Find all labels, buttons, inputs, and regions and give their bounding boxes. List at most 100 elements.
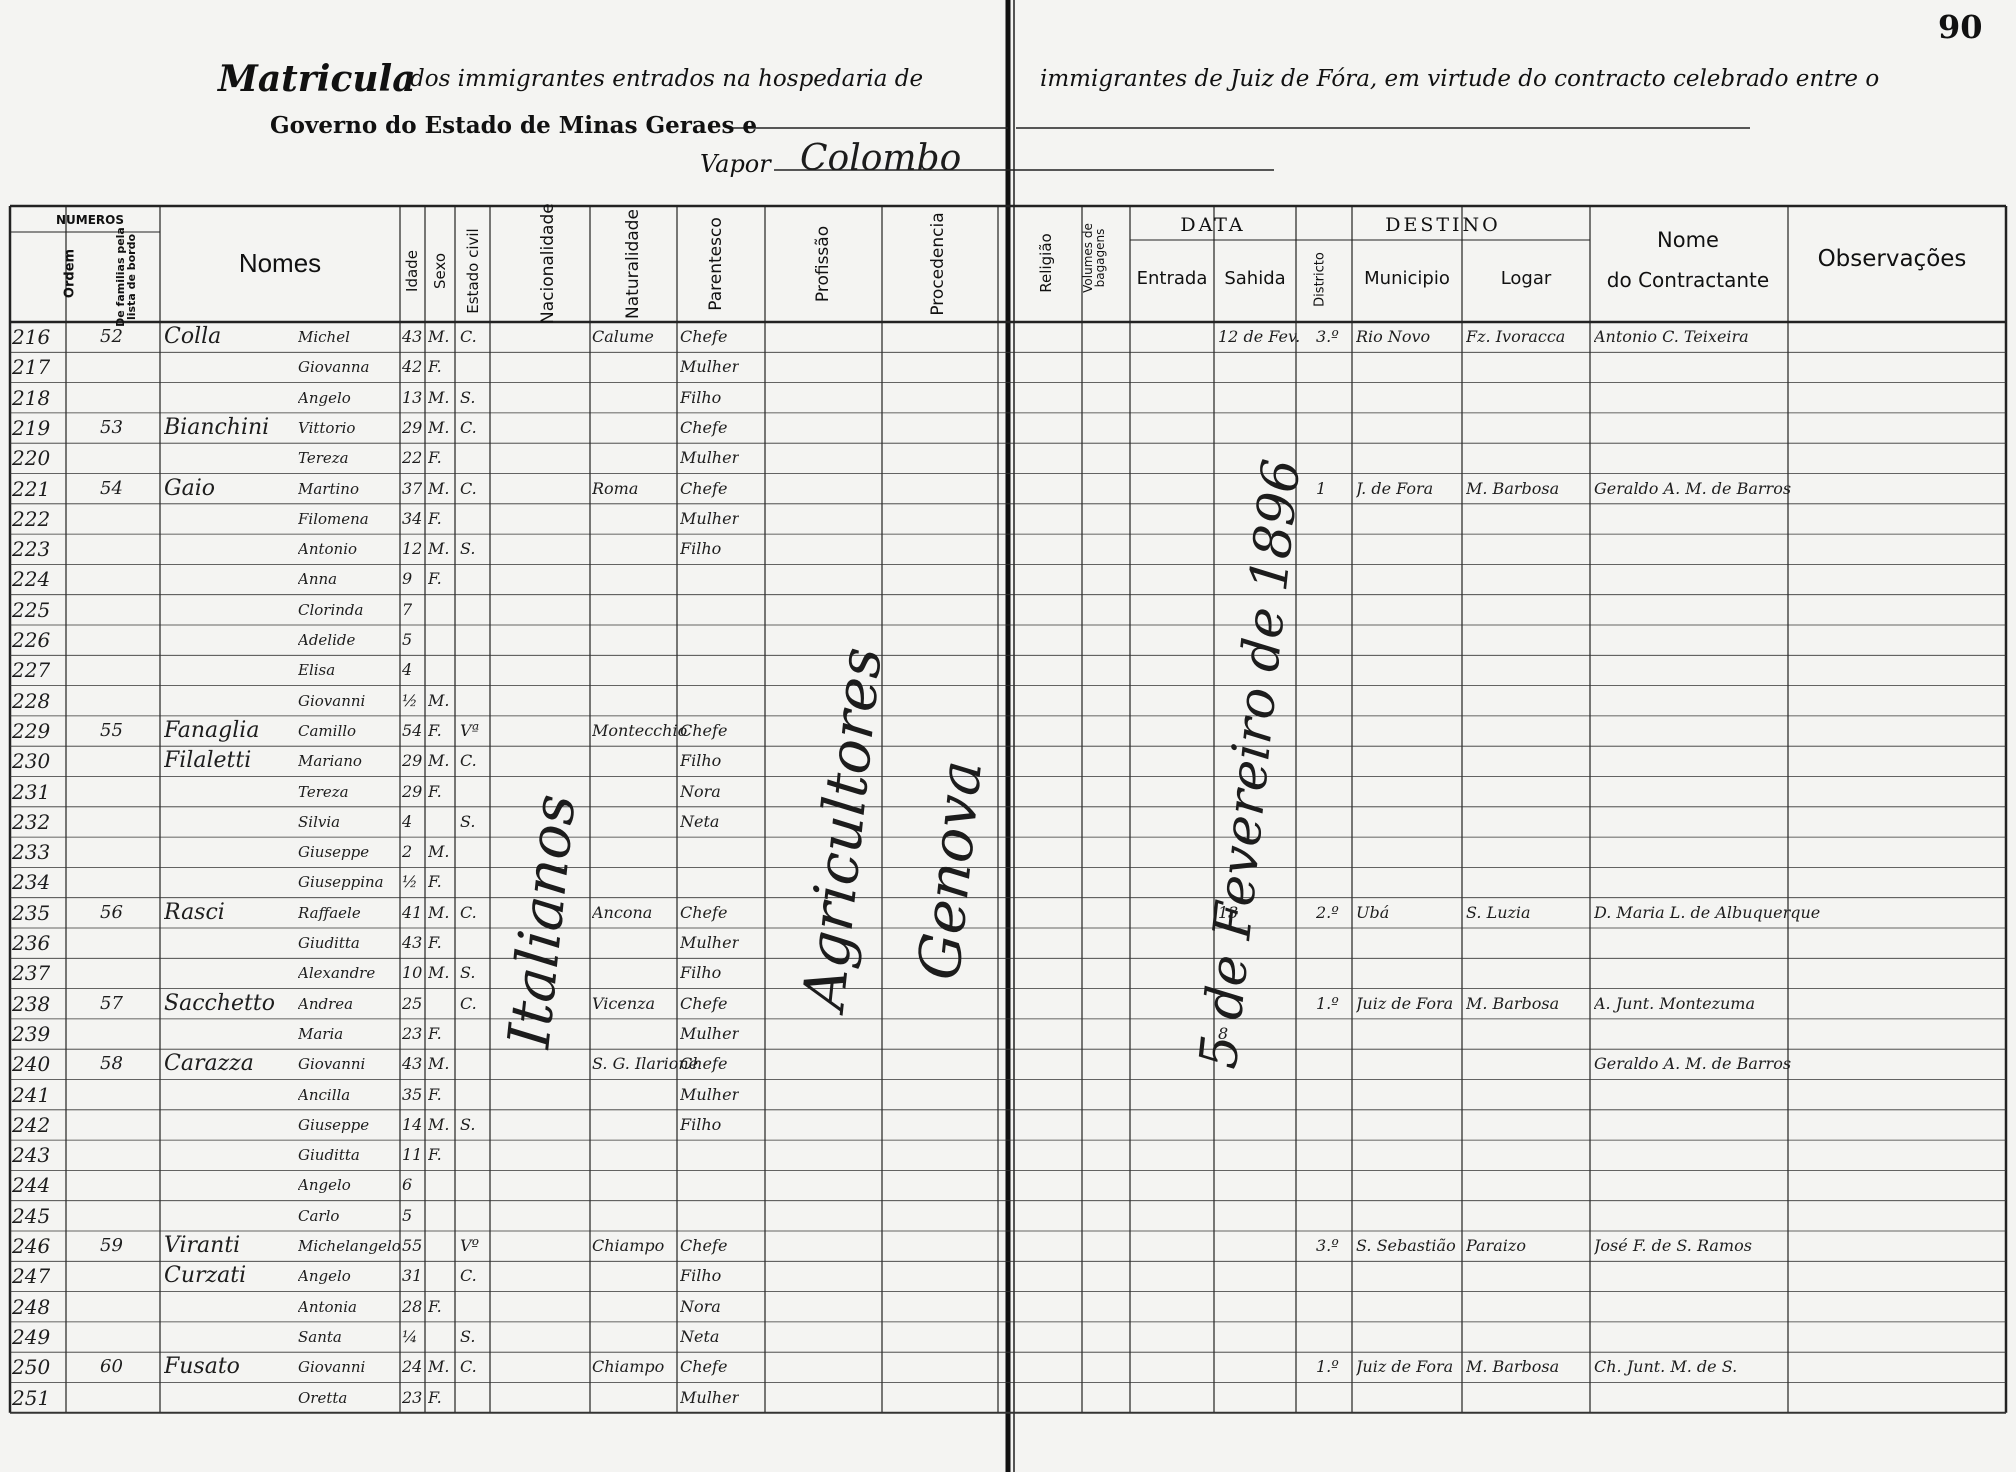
cell-familia: 58 (100, 1053, 123, 1075)
cell-districto: 1.º (1316, 1357, 1339, 1377)
cell-surname: Carazza (164, 1051, 254, 1077)
header-procedencia: Procedencia (928, 212, 948, 316)
cell-contractante: Geraldo A. M. de Barros (1594, 478, 1792, 498)
cell-parentesco: Neta (680, 811, 720, 831)
cell-contractante: Ch. Junt. M. de S. (1594, 1357, 1738, 1377)
cell-ordem: 240 (12, 1052, 51, 1077)
cell-sexo: F. (428, 1296, 442, 1316)
cell-ordem: 238 (12, 991, 51, 1016)
cell-surname: Sacchetto (164, 990, 275, 1016)
cell-logar: Fz. Ivoracca (1466, 327, 1566, 346)
cell-naturalidade: Chiampo (592, 1357, 665, 1377)
cell-given-name: Antonia (298, 1297, 357, 1316)
cell-surname: Fusato (164, 1354, 240, 1380)
cell-familia: 52 (100, 326, 123, 347)
cell-given-name: Anna (298, 570, 338, 589)
header-observacoes: Observações (1817, 246, 1967, 272)
cell-given-name: Angelo (298, 1267, 351, 1286)
cell-logar: S. Luzia (1466, 902, 1531, 922)
cell-ordem: 242 (12, 1112, 51, 1137)
header-numeros: NUMEROS (55, 213, 124, 227)
cell-surname: Fanaglia (164, 717, 260, 743)
cell-ordem: 245 (12, 1203, 51, 1228)
cell-sexo: M. (428, 690, 450, 710)
cell-surname: Bianchini (164, 414, 270, 440)
cell-ordem: 223 (12, 537, 51, 562)
cell-municipio: Rio Novo (1356, 327, 1431, 346)
header-ordem: Ordem (62, 248, 78, 299)
cell-idade: 29 (402, 781, 423, 801)
cell-ordem: 250 (12, 1355, 51, 1380)
cell-idade: 29 (402, 417, 423, 437)
cell-idade: 43 (402, 1054, 423, 1074)
cell-naturalidade: Chiampo (592, 1236, 665, 1255)
cell-sahida: 13 (1218, 902, 1239, 922)
header-idade: Idade (403, 250, 421, 292)
cell-ordem: 220 (12, 446, 51, 471)
cell-estado-civil: C. (460, 478, 477, 498)
cell-estado-civil: C. (460, 1266, 477, 1286)
cell-given-name: Giuseppe (298, 843, 370, 862)
cell-idade: 14 (402, 1114, 423, 1134)
cell-given-name: Filomena (298, 509, 369, 528)
cell-familia: 59 (100, 1235, 123, 1256)
cell-sexo: M. (428, 478, 450, 498)
header-nomes: Nomes (238, 248, 322, 278)
cell-ordem: 232 (12, 809, 51, 834)
cell-parentesco: Chefe (680, 1357, 728, 1377)
cell-idade: 43 (402, 933, 423, 952)
title-word-matricula: Matricula (218, 58, 416, 100)
cell-idade: 35 (402, 1084, 423, 1104)
header-destino: DESTINO (1385, 214, 1501, 236)
cell-estado-civil: Vº (460, 1236, 480, 1255)
cell-parentesco: Mulher (680, 508, 740, 528)
cell-ordem: 237 (12, 961, 51, 986)
cell-ordem: 217 (12, 355, 51, 380)
cell-idade: 6 (402, 1175, 413, 1195)
cell-ordem: 241 (12, 1082, 51, 1107)
cell-naturalidade: Vicenza (592, 993, 656, 1013)
cell-estado-civil: C. (460, 751, 477, 771)
header-familias: De familias pela lista de bordo (114, 227, 138, 327)
cell-given-name: Martino (298, 479, 359, 498)
cell-estado-civil: C. (460, 327, 477, 346)
cell-sexo: M. (428, 539, 450, 559)
cell-familia: 56 (100, 901, 123, 923)
cell-sexo: F. (428, 1387, 442, 1407)
cell-parentesco: Neta (680, 1326, 720, 1346)
cell-sexo: F. (428, 720, 442, 740)
cell-naturalidade: Montecchio (592, 720, 688, 740)
cell-idade: 12 (402, 539, 423, 559)
cell-ordem: 243 (12, 1143, 51, 1168)
cell-districto: 1.º (1316, 993, 1339, 1013)
cell-naturalidade: S. G. Ilarione (592, 1054, 699, 1074)
cell-familia: 54 (100, 477, 123, 499)
cell-idade: 55 (402, 1236, 423, 1255)
cell-estado-civil: C. (460, 902, 477, 922)
cell-idade: 54 (402, 720, 423, 740)
cell-sexo: M. (428, 842, 450, 862)
cell-given-name: Antonio (298, 540, 358, 559)
cell-parentesco: Mulher (680, 448, 740, 468)
cell-ordem: 228 (12, 688, 51, 713)
cell-idade: 37 (402, 478, 423, 498)
cell-ordem: 249 (12, 1324, 51, 1349)
cell-sexo: F. (428, 448, 442, 468)
cell-logar: M. Barbosa (1466, 478, 1560, 498)
cell-familia: 60 (100, 1356, 123, 1378)
cell-parentesco: Chefe (680, 1054, 728, 1074)
cell-estado-civil: S. (460, 1114, 476, 1134)
cell-sexo: F. (428, 569, 442, 589)
header-entrada: Entrada (1136, 268, 1208, 289)
cell-estado-civil: C. (460, 993, 477, 1013)
cell-given-name: Andrea (298, 994, 354, 1013)
cell-ordem: 216 (12, 325, 51, 349)
cell-sexo: F. (428, 1023, 442, 1043)
cell-given-name: Oretta (298, 1388, 348, 1407)
vapor-name: Colombo (800, 138, 962, 179)
cell-sexo: M. (428, 327, 450, 346)
cell-given-name: Giuseppe (298, 1115, 370, 1134)
cell-districto: 1 (1316, 478, 1327, 498)
